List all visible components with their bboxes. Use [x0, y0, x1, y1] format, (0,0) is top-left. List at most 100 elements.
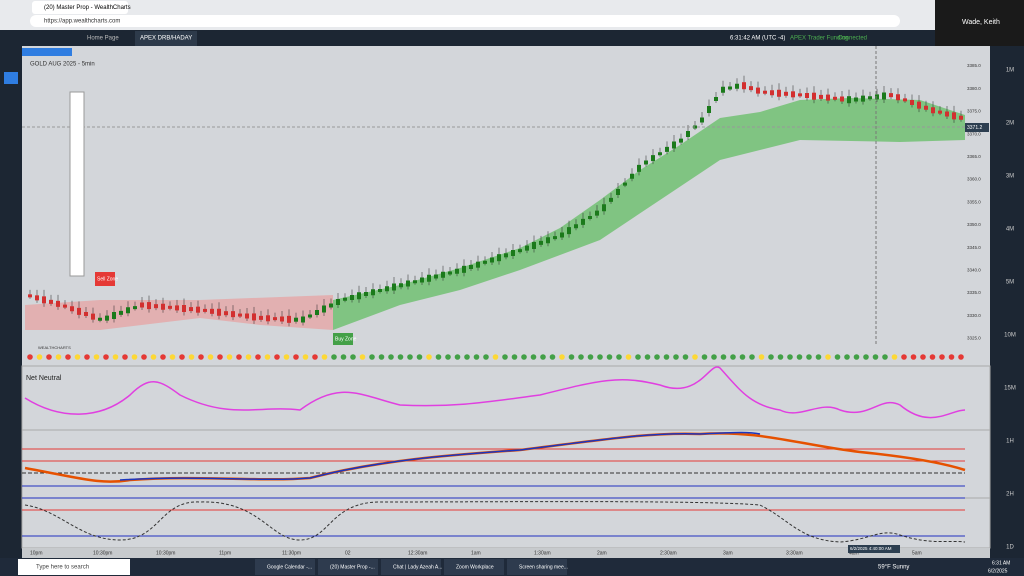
browser-tab[interactable] [32, 1, 128, 14]
time-label: 1am [471, 550, 481, 556]
signal-dot [312, 354, 318, 360]
time-label: 3am [723, 550, 733, 556]
candle [819, 94, 823, 99]
signal-dot [359, 354, 366, 360]
interval[interactable]: 1H [1006, 439, 1014, 445]
signal-dot [891, 354, 898, 360]
signal-dot [502, 354, 508, 360]
address-bar[interactable] [30, 15, 900, 27]
signal-dot [806, 354, 812, 360]
candle [833, 96, 837, 100]
candle [553, 236, 557, 240]
time-label: 10pm [30, 550, 43, 556]
price-label: 3345.0 [967, 245, 981, 250]
candle [938, 110, 942, 114]
candle [896, 94, 900, 101]
candle [959, 115, 963, 120]
time-label: 10:30pm [156, 550, 175, 556]
interval[interactable]: 10M [1004, 333, 1016, 339]
active-tab[interactable] [135, 31, 197, 46]
participant-name: Wade, Keith [962, 19, 1000, 26]
add-button[interactable] [4, 72, 18, 84]
candle [203, 308, 207, 312]
candle [350, 295, 354, 300]
last-price: 3371.2 [967, 125, 983, 131]
oscillator-line [24, 501, 966, 543]
candle [945, 111, 949, 117]
candle [875, 94, 879, 100]
signal-dot [777, 354, 784, 360]
time-label: 3:30am [786, 550, 803, 556]
taskbar-app[interactable] [381, 559, 441, 575]
net-pane [21, 365, 991, 431]
signal-dot [749, 354, 755, 360]
candle [630, 173, 634, 179]
candle [728, 86, 732, 90]
app-label: Zoom Workplace [456, 564, 494, 570]
candle [707, 106, 711, 113]
candle [175, 305, 179, 311]
signal-dot [901, 354, 907, 360]
search-box[interactable] [18, 559, 130, 575]
left-toolbar [0, 46, 22, 558]
price-label: 3340.0 [967, 267, 981, 272]
candle [469, 265, 473, 269]
account: APEX Trader Funding [790, 36, 848, 42]
candle [721, 86, 725, 93]
signal-dot [492, 354, 499, 360]
signal-dot [768, 354, 774, 360]
candle [217, 308, 221, 316]
candle [910, 100, 914, 105]
signal-dot [815, 354, 822, 360]
candle [588, 216, 592, 219]
time-label: 4am [849, 550, 859, 556]
interval[interactable]: 4M [1006, 227, 1014, 233]
signal-dot [872, 354, 879, 360]
signal-dot [131, 354, 138, 360]
price-label: 3335.0 [967, 290, 981, 295]
candle [847, 96, 851, 104]
taskbar-app[interactable] [444, 559, 504, 575]
taskbar-app[interactable] [255, 559, 315, 575]
app-tab[interactable]: Home Page [87, 36, 119, 42]
signal-dot [511, 354, 518, 360]
interval[interactable]: 2H [1006, 492, 1014, 498]
price-label: 3365.0 [967, 154, 981, 159]
candle [868, 96, 872, 100]
candle [742, 82, 746, 90]
candle [343, 297, 347, 301]
candle [560, 232, 564, 238]
candle [56, 300, 60, 307]
signal-dot [426, 354, 432, 360]
candle [483, 260, 487, 264]
interval[interactable]: 15M [1004, 386, 1016, 392]
interval[interactable]: 1D [1006, 545, 1014, 551]
signal-dot [226, 354, 233, 360]
app-label: (20) Master Prop -... [330, 564, 375, 570]
candle [462, 265, 466, 273]
signal-dot [929, 354, 936, 360]
signal-dot [445, 354, 451, 360]
candle [490, 257, 494, 263]
interval[interactable]: 5M [1006, 280, 1014, 286]
symbol: GOLD AUG 2025 - 5min [30, 62, 95, 68]
candle [77, 307, 81, 315]
signal-dot [654, 354, 660, 360]
signal-dot [293, 354, 299, 360]
taskbar-app[interactable] [318, 559, 378, 575]
candle [336, 299, 340, 305]
candle [112, 312, 116, 319]
candle [210, 308, 214, 314]
signal-dot [910, 354, 917, 360]
app-tab[interactable]: APEX DRB/HADAY [140, 36, 192, 42]
candle [840, 96, 844, 102]
taskbar-app[interactable] [507, 559, 567, 575]
interval[interactable]: 2M [1006, 121, 1014, 127]
cursor-time-tag [848, 545, 900, 553]
candle [812, 92, 816, 100]
brand: WEALTHCHARTS [38, 345, 71, 350]
interval[interactable]: 1M [1006, 68, 1014, 74]
interval[interactable]: 3M [1006, 174, 1014, 180]
